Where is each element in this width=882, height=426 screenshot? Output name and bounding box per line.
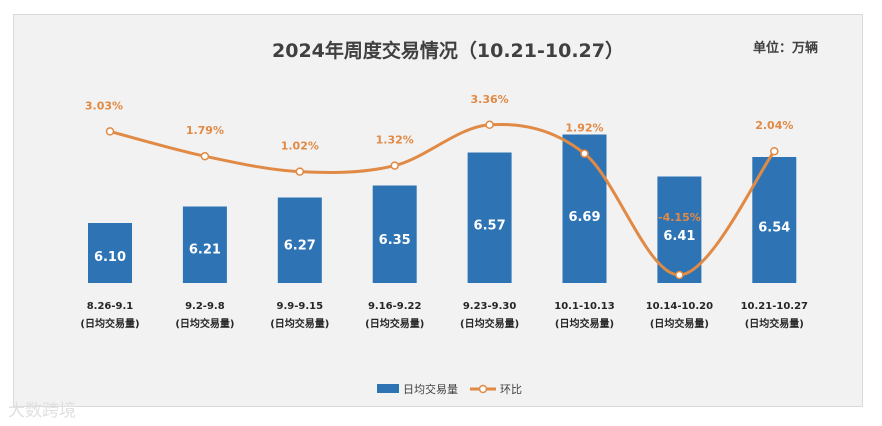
category-note: (日均交易量) [555, 317, 614, 330]
bar-value-label: 6.69 [568, 210, 600, 225]
bar-value-label: 6.41 [663, 229, 695, 244]
bar-value-label: 6.10 [94, 250, 126, 265]
line-point [390, 161, 399, 170]
line-value-label: 3.36% [471, 93, 509, 106]
bar-value-label: 6.35 [379, 233, 411, 248]
bar [657, 176, 702, 283]
category-label: 10.14-10.20 [646, 301, 713, 312]
bar [372, 185, 417, 283]
bar-value-label: 6.21 [189, 243, 221, 258]
category-label: 9.23-9.30 [463, 301, 517, 312]
bar-value-label: 6.54 [758, 220, 790, 235]
line-point [770, 146, 779, 156]
legend: 日均交易量 环比 [377, 382, 522, 396]
bar [467, 152, 512, 283]
line-point [485, 120, 494, 130]
bar [562, 134, 607, 283]
line-value-label: -4.15% [658, 211, 701, 224]
legend-bar-swatch [377, 384, 399, 393]
category-note: (日均交易量) [365, 317, 424, 330]
category-note: (日均交易量) [745, 317, 804, 330]
category-note: (日均交易量) [175, 317, 234, 330]
bar [277, 197, 322, 283]
legend-bar-label: 日均交易量 [403, 382, 458, 396]
line-point [105, 127, 115, 136]
line-value-label: 1.92% [565, 122, 603, 135]
line-point [675, 270, 684, 280]
category-labels-group: 8.26-9.1 (日均交易量) 9.2-9.8 (日均交易量) 9.9-9.15 (日均… [80, 301, 808, 330]
legend-line-label: 环比 [500, 383, 522, 396]
chart-title: 2024年周度交易情况（10.21-10.27） [272, 39, 624, 62]
category-label: 9.16-9.22 [368, 301, 422, 312]
category-note: (日均交易量) [270, 317, 329, 330]
bar [88, 223, 132, 283]
line-value-label: 1.79% [186, 124, 224, 137]
line-point [295, 167, 305, 176]
line-point [580, 149, 589, 158]
category-label: 10.1-10.13 [554, 301, 614, 312]
bar-value-label: 6.57 [474, 218, 506, 233]
unit-label: 单位：万辆 [753, 40, 818, 56]
line-value-label: 1.02% [281, 140, 319, 153]
line-point [200, 151, 210, 161]
category-note: (日均交易量) [80, 317, 139, 330]
category-label: 10.21-10.27 [741, 301, 808, 312]
bar [182, 206, 227, 283]
line-series-group: 3.03% 1.79% 1.02% 1.32% 3.36% 1.92% -4.15% 2.04… [85, 93, 793, 280]
legend-line-marker [478, 384, 488, 394]
category-note: (日均交易量) [460, 317, 519, 330]
line-value-label: 1.32% [376, 134, 414, 147]
line-value-label: 2.04% [755, 119, 793, 132]
bars-group: 6.10 6.21 6.27 6.35 6.57 6.69 6.41 6.54 [88, 134, 797, 283]
bar-value-label: 6.27 [284, 239, 316, 254]
category-label: 9.9-9.15 [277, 301, 324, 312]
category-note: (日均交易量) [650, 317, 709, 330]
watermark: 大数跨境 [8, 401, 76, 421]
category-label: 9.2-9.8 [185, 301, 225, 312]
category-label: 8.26-9.1 [87, 301, 134, 312]
chart-background [13, 14, 863, 407]
line-value-label: 3.03% [85, 99, 123, 112]
